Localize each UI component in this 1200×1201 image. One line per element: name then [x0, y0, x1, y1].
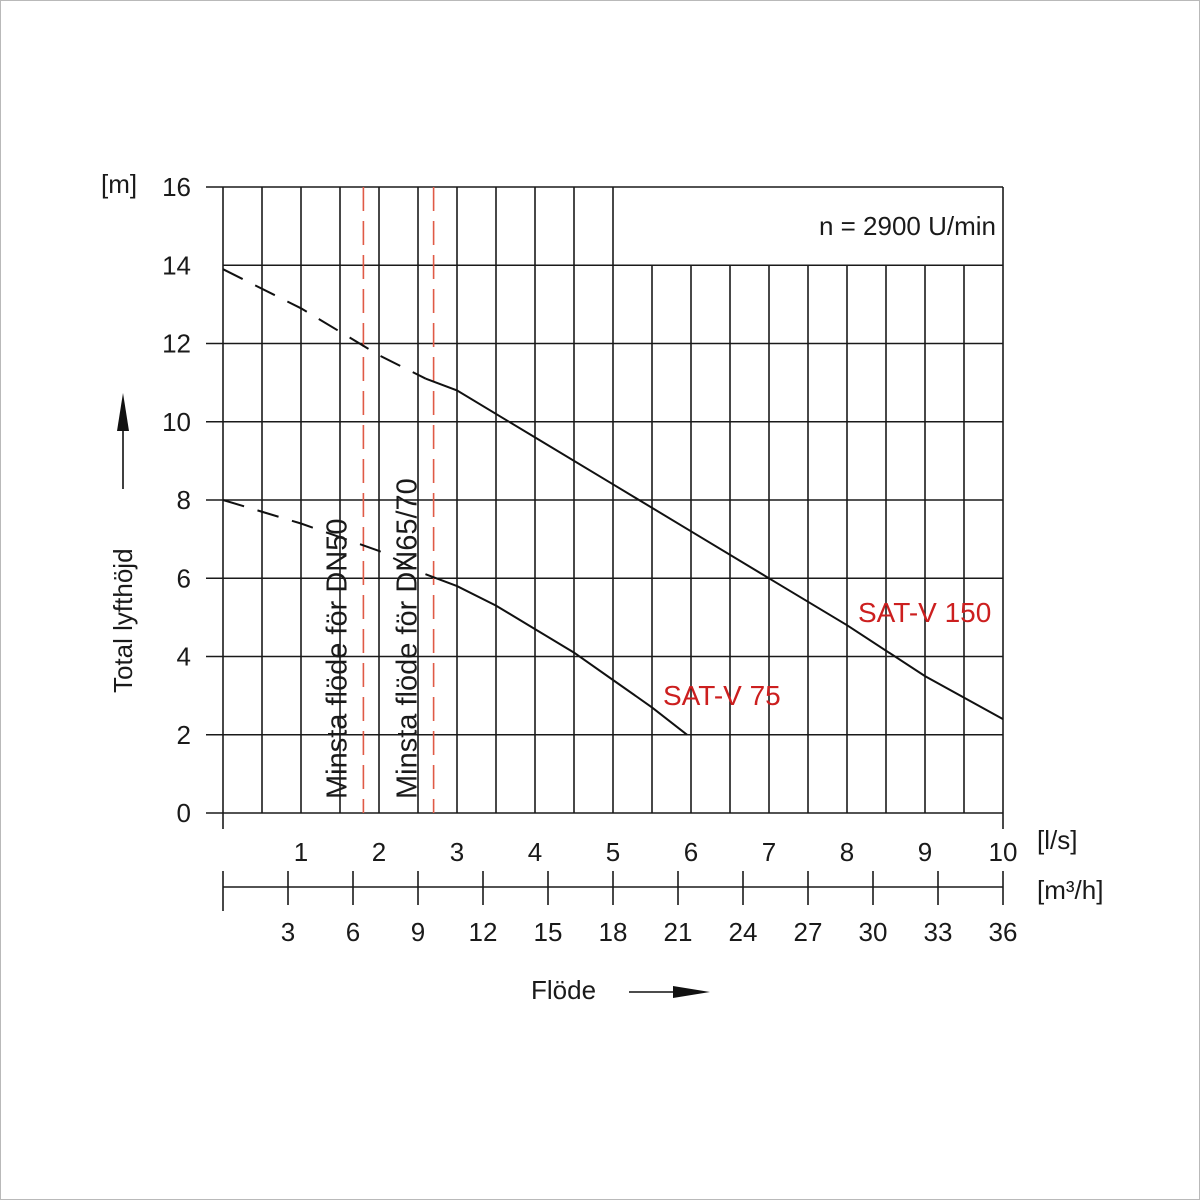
y-tick-label: 12 — [162, 329, 191, 359]
min-flow-label: Minsta flöde för DN50 — [321, 519, 353, 799]
x-tick-label-ls: 6 — [684, 837, 698, 867]
min-flow-label: Minsta flöde för DN65/70 — [392, 478, 424, 799]
x-tick-label-m3h: 6 — [346, 917, 360, 947]
series-line — [425, 573, 688, 736]
x-tick-label-m3h: 15 — [534, 917, 563, 947]
x-tick-label-ls: 8 — [840, 837, 854, 867]
y-tick-label: 8 — [177, 485, 191, 515]
x-tick-label-m3h: 33 — [924, 917, 953, 947]
x-tick-label-m3h: 30 — [859, 917, 888, 947]
x-tick-label-ls: 2 — [372, 837, 386, 867]
series-dashed-line — [222, 499, 427, 576]
x-tick-label-m3h: 27 — [794, 917, 823, 947]
x-arrow-head-icon — [673, 986, 710, 998]
y-tick-label: 16 — [162, 172, 191, 202]
y-tick-label: 14 — [162, 250, 191, 280]
x-tick-label-ls: 9 — [918, 837, 932, 867]
min-flow-lines — [362, 187, 435, 813]
x-tick-label-m3h: 36 — [989, 917, 1018, 947]
series-line — [425, 377, 1004, 720]
x-tick-label-m3h: 18 — [599, 917, 628, 947]
y-tick-label: 2 — [177, 720, 191, 750]
x-unit-primary: [l/s] — [1037, 825, 1077, 855]
x-tick-label-ls: 3 — [450, 837, 464, 867]
y-tick-label: 10 — [162, 407, 191, 437]
x-tick-label-m3h: 3 — [281, 917, 295, 947]
series-dashed-line — [222, 268, 427, 380]
x-tick-label-m3h: 24 — [729, 917, 758, 947]
x-tick-label-ls: 4 — [528, 837, 542, 867]
axis-arrows — [117, 393, 710, 998]
x-tick-label-ls: 10 — [989, 837, 1018, 867]
x-tick-label-ls: 1 — [294, 837, 308, 867]
curves — [222, 268, 1004, 736]
grid — [206, 186, 1004, 911]
labels: [m] n = 2900 U/min [l/s] [m³/h] Flöde To… — [101, 169, 1103, 1005]
series-name-label: SAT-V 150 — [858, 597, 991, 628]
y-tick-label: 6 — [177, 563, 191, 593]
y-axis-title: Total lyfthöjd — [108, 548, 138, 693]
y-tick-label: 4 — [177, 642, 191, 672]
x-tick-label-ls: 5 — [606, 837, 620, 867]
x-axis-title: Flöde — [531, 975, 596, 1005]
x-tick-label-ls: 7 — [762, 837, 776, 867]
y-arrow-head-icon — [117, 393, 129, 431]
x-tick-label-m3h: 12 — [469, 917, 498, 947]
y-tick-label: 0 — [177, 798, 191, 828]
x-unit-secondary: [m³/h] — [1037, 875, 1103, 905]
series-name-label: SAT-V 75 — [663, 680, 781, 711]
annotation-speed: n = 2900 U/min — [819, 211, 996, 241]
x-tick-label-m3h: 9 — [411, 917, 425, 947]
x-tick-label-m3h: 21 — [664, 917, 693, 947]
y-unit-label: [m] — [101, 169, 137, 199]
